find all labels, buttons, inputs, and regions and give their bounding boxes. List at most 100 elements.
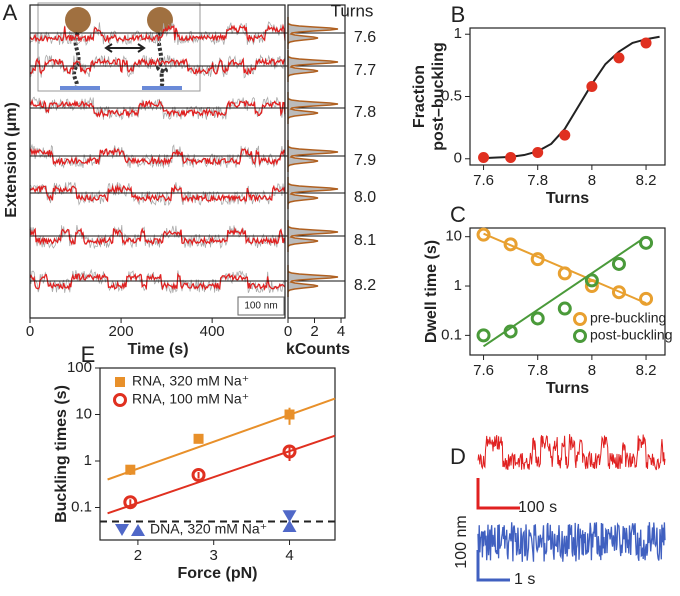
y-tick-label: 0.1 [71, 498, 92, 515]
marker [586, 81, 598, 93]
legend-label: RNA, 320 mM Na⁺ [132, 373, 249, 389]
y-axis-label: Fraction [411, 65, 428, 128]
turns-label: 7.8 [354, 104, 376, 121]
turns-label: 7.6 [354, 29, 376, 46]
hist-tick-label: 0 [284, 323, 292, 340]
x-tick-label: 3 [210, 547, 218, 564]
plot-frame [469, 27, 666, 166]
y-tick-label: 0 [454, 150, 462, 167]
x-tick-label: 8.2 [636, 362, 657, 379]
trace [477, 522, 666, 562]
marker [282, 510, 297, 523]
trace [477, 434, 666, 471]
y-tick-label: 1 [454, 25, 462, 42]
trace-filtered [29, 23, 286, 44]
x-tick-label: 8 [588, 362, 596, 379]
plot-frame [469, 227, 666, 356]
trace-raw [29, 181, 286, 206]
marker [559, 129, 571, 141]
fit-line [107, 434, 336, 515]
marker [125, 464, 136, 475]
x-tick-label: 400 [200, 323, 225, 340]
x-tick-label: 0 [26, 323, 34, 340]
panel-label: E [81, 342, 96, 367]
x-tick-label: 200 [109, 323, 134, 340]
scale-bar-label: 1 s [514, 571, 535, 588]
trace-filtered [29, 272, 286, 291]
marker [115, 377, 125, 387]
scale-bar-label: 100 s [518, 499, 557, 516]
marker [611, 256, 626, 271]
x-tick-label: 8 [588, 172, 596, 189]
plot-frame [29, 4, 286, 319]
marker [640, 37, 652, 49]
scale-bar [476, 550, 510, 582]
marker [284, 409, 295, 420]
marker [557, 266, 572, 281]
x-tick-label: 2 [134, 547, 142, 564]
marker [191, 467, 206, 482]
x-tick-label: 7.6 [473, 172, 494, 189]
x-tick-label: 7.8 [527, 362, 548, 379]
hist-tick-label: 2 [310, 323, 318, 340]
hist-frame [287, 4, 346, 319]
y-axis-label: Extension (μm) [3, 102, 20, 218]
turns-label: 7.9 [354, 152, 376, 169]
marker [113, 393, 127, 407]
panel-label: B [451, 2, 466, 27]
marker [115, 524, 129, 536]
marker [639, 235, 654, 250]
hist-tick-label: 4 [337, 323, 345, 340]
trace-raw [29, 143, 286, 169]
fit-line [107, 397, 336, 481]
y-axis-label: post–buckling [430, 42, 447, 150]
y-tick-label: 100 [67, 359, 92, 376]
x-axis-label: Turns [546, 190, 589, 207]
scale-bar-label: 100 nm [244, 301, 277, 312]
legend-label: RNA, 100 mM Na⁺ [132, 391, 249, 407]
panel-label: D [450, 444, 466, 469]
marker [476, 328, 491, 343]
marker [532, 147, 544, 159]
marker [530, 311, 545, 326]
scale-box [237, 296, 285, 316]
turns-title: Turns [331, 1, 374, 20]
y-tick-label: 0.1 [441, 326, 462, 343]
turns-label: 8.0 [354, 189, 376, 206]
x-axis-label: Time (s) [127, 341, 188, 358]
marker [123, 495, 138, 510]
marker [476, 227, 491, 242]
marker [282, 520, 297, 533]
marker [611, 285, 626, 300]
plot-frame [99, 367, 336, 541]
trace-filtered [29, 98, 286, 119]
marker [503, 237, 518, 252]
x-tick-label: 7.8 [527, 172, 548, 189]
marker [584, 279, 599, 294]
x-axis-label: Force (pN) [178, 565, 258, 582]
x-tick-label: 8.2 [636, 172, 657, 189]
y-tick-label: 10 [75, 405, 92, 422]
turns-label: 8.1 [354, 232, 376, 249]
y-tick-label: 1 [454, 277, 462, 294]
marker [530, 252, 545, 267]
scale-bar [476, 478, 520, 510]
fit-line [483, 35, 660, 160]
hist-axis-label: kCounts [286, 341, 350, 358]
marker [282, 444, 297, 459]
marker [503, 324, 518, 339]
legend-label: pre-buckling [590, 310, 666, 326]
legend-label: DNA, 320 mM Na⁺ [150, 521, 267, 537]
y-tick-label: 0.5 [441, 87, 462, 104]
marker [557, 301, 572, 316]
panel-label: A [3, 0, 18, 25]
marker [639, 291, 654, 306]
y-axis-label: Buckling times (s) [53, 385, 70, 523]
x-axis-label: Turns [546, 380, 589, 397]
turns-label: 8.2 [354, 277, 376, 294]
marker [193, 433, 204, 444]
y-tick-label: 10 [445, 228, 462, 245]
trace-filtered [29, 147, 286, 167]
marker [478, 152, 490, 164]
